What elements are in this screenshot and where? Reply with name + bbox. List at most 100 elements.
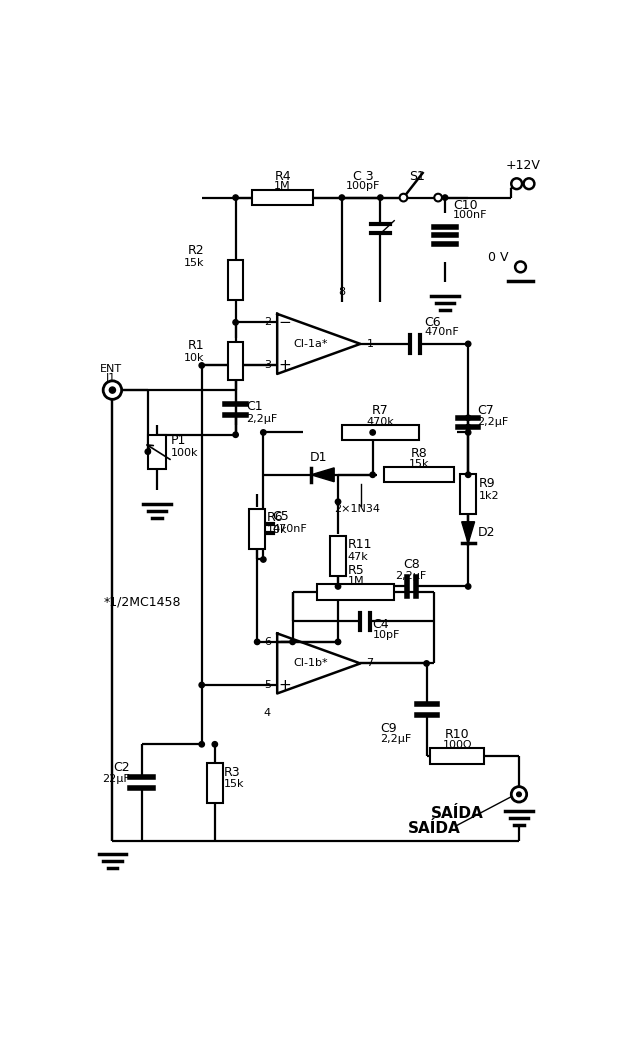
Text: *1/2MC1458: *1/2MC1458	[103, 595, 181, 609]
Text: +: +	[278, 358, 291, 373]
Circle shape	[339, 195, 345, 200]
Text: R10: R10	[445, 728, 470, 740]
Circle shape	[465, 415, 471, 421]
Circle shape	[465, 424, 471, 429]
Circle shape	[261, 557, 266, 562]
Text: 8: 8	[338, 287, 345, 298]
Text: D2: D2	[477, 526, 495, 539]
Circle shape	[261, 429, 266, 436]
Text: C2: C2	[114, 761, 130, 774]
Circle shape	[254, 639, 260, 645]
Text: 470nF: 470nF	[425, 328, 459, 337]
Text: 1k2: 1k2	[479, 491, 499, 501]
Circle shape	[233, 432, 238, 438]
Circle shape	[335, 584, 341, 589]
Circle shape	[465, 472, 471, 477]
Bar	[430, 748, 484, 763]
Circle shape	[442, 195, 448, 200]
Text: 2,2μF: 2,2μF	[246, 414, 278, 423]
Circle shape	[465, 429, 471, 436]
Text: R9: R9	[479, 477, 495, 489]
Text: 22μF: 22μF	[102, 774, 130, 784]
Text: R11: R11	[347, 538, 372, 552]
Text: 100nF: 100nF	[453, 211, 487, 220]
Text: +: +	[278, 677, 291, 693]
Circle shape	[399, 194, 408, 201]
Text: 10k: 10k	[266, 525, 287, 535]
Circle shape	[424, 661, 430, 666]
Circle shape	[109, 387, 116, 393]
Text: 2×1N34: 2×1N34	[334, 504, 381, 514]
Text: C9: C9	[381, 723, 397, 735]
Circle shape	[199, 682, 205, 688]
Text: 47k: 47k	[347, 552, 368, 562]
Text: R2: R2	[188, 245, 205, 257]
Circle shape	[335, 499, 341, 504]
Text: 100Ω: 100Ω	[443, 740, 472, 750]
Circle shape	[377, 195, 383, 200]
Text: R5: R5	[347, 564, 364, 577]
Text: 2,2μF: 2,2μF	[477, 418, 509, 427]
Circle shape	[370, 472, 376, 477]
Circle shape	[233, 319, 238, 325]
Text: 2,2μF: 2,2μF	[381, 734, 411, 744]
Text: 10k: 10k	[184, 353, 205, 363]
Circle shape	[435, 194, 442, 201]
Circle shape	[103, 381, 122, 399]
Circle shape	[370, 429, 376, 436]
Text: 3: 3	[264, 361, 271, 370]
Bar	[249, 509, 265, 549]
Text: 0 V: 0 V	[488, 251, 508, 264]
Text: C5: C5	[273, 510, 290, 523]
Polygon shape	[311, 468, 334, 482]
Text: R4: R4	[274, 169, 291, 183]
Text: CI-1b*: CI-1b*	[294, 658, 328, 669]
Bar	[460, 474, 476, 514]
Circle shape	[233, 195, 238, 200]
Text: ENT: ENT	[100, 364, 122, 373]
Bar	[228, 341, 243, 381]
Text: 15k: 15k	[409, 459, 429, 469]
Text: R8: R8	[411, 447, 427, 459]
Text: C7: C7	[477, 403, 494, 417]
Circle shape	[511, 787, 527, 802]
Circle shape	[465, 341, 471, 346]
Text: C1: C1	[246, 399, 263, 413]
Text: 1M: 1M	[347, 576, 364, 586]
Circle shape	[465, 584, 471, 589]
Circle shape	[145, 449, 151, 454]
Text: 100pF: 100pF	[346, 181, 381, 191]
Bar	[330, 536, 346, 576]
Text: 1: 1	[367, 339, 374, 348]
Text: D1: D1	[310, 451, 328, 465]
Text: 470k: 470k	[367, 417, 394, 426]
Text: SAÍDA: SAÍDA	[430, 806, 483, 821]
Circle shape	[290, 639, 295, 645]
Text: 7: 7	[367, 658, 374, 669]
Text: J1: J1	[106, 372, 116, 383]
Text: 15k: 15k	[224, 780, 244, 789]
Text: C6: C6	[425, 316, 441, 329]
Text: +12V: +12V	[506, 159, 540, 172]
Circle shape	[212, 741, 217, 747]
Circle shape	[524, 178, 534, 189]
Text: 2,2μF: 2,2μF	[396, 570, 427, 581]
Text: C8: C8	[403, 558, 420, 571]
Circle shape	[199, 741, 205, 747]
Circle shape	[515, 261, 526, 273]
Circle shape	[199, 363, 205, 368]
Text: 15k: 15k	[184, 258, 205, 268]
Text: −: −	[278, 635, 291, 649]
Text: C 3: C 3	[353, 169, 374, 183]
Bar	[317, 584, 394, 599]
Bar	[252, 190, 313, 205]
Text: 1M: 1M	[274, 181, 291, 191]
Polygon shape	[462, 522, 475, 543]
Bar	[148, 435, 166, 469]
Circle shape	[335, 639, 341, 645]
Text: 100k: 100k	[171, 448, 198, 458]
Bar	[384, 467, 453, 482]
Text: C10: C10	[453, 199, 477, 212]
Text: 5: 5	[264, 680, 271, 690]
Bar	[207, 763, 222, 803]
